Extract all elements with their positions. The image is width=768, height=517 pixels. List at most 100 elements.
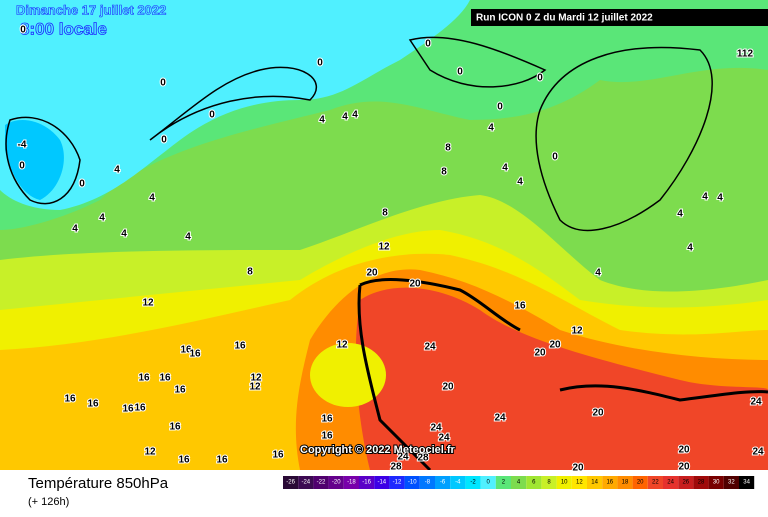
legend-label: 20 [637, 480, 644, 486]
legend-label: -16 [362, 480, 371, 486]
contour-label: 28 [390, 462, 402, 473]
contour-label: 16 [159, 373, 171, 384]
legend-swatch [693, 476, 709, 489]
legend-label: -12 [393, 480, 402, 486]
contour-label: 24 [397, 452, 409, 463]
coastline [5, 36, 713, 232]
contour-label: 20 [678, 462, 690, 473]
contour-label: 16 [272, 450, 284, 461]
contour-label: 0 [457, 67, 463, 78]
legend-label: 14 [591, 480, 598, 486]
legend-label: -24 [301, 480, 310, 486]
contour-label: 20 [366, 268, 378, 279]
time-title: 8:00 locale [20, 19, 107, 38]
contour-label: -4 [18, 140, 27, 151]
contour-label: 16 [169, 422, 181, 433]
legend-swatch [328, 476, 344, 489]
contour-label: 20 [534, 348, 546, 359]
contour-label: 4 [72, 224, 78, 235]
contour-label: 0 [425, 39, 431, 50]
contour-label: 12 [378, 242, 390, 253]
legend-swatch [419, 476, 435, 489]
contour-label: 4 [677, 209, 683, 220]
legend-label: 22 [652, 480, 659, 486]
contour-label: 12 [142, 298, 154, 309]
legend-swatch [571, 476, 587, 489]
contour-label: 0 [161, 135, 167, 146]
legend-swatch [283, 476, 299, 489]
contour-label: 0 [160, 78, 166, 89]
contour-label: 0 [20, 25, 26, 36]
field-minus4 [5, 120, 64, 200]
legend-label: -6 [440, 480, 446, 486]
legend-swatch [739, 476, 755, 489]
legend-label: 26 [682, 480, 689, 486]
legend-swatch [404, 476, 420, 489]
contour-label: 24 [438, 433, 450, 444]
legend-swatch [602, 476, 618, 489]
footer-lead: (+ 126h) [28, 496, 69, 508]
legend-label: -8 [425, 480, 431, 486]
contour-label: 20 [409, 279, 421, 290]
contour-label: 4 [149, 193, 155, 204]
legend-label: -22 [317, 480, 326, 486]
contour-label: 12 [571, 326, 583, 337]
legend-label: -14 [377, 480, 386, 486]
contour-label: 4 [595, 268, 601, 279]
legend-label: 24 [667, 480, 674, 486]
legend: -26 -24 -22 -20 -18 -16 -14 -12 -10 -8 -6 -4 -2 0 2 4 6 8… [283, 476, 755, 489]
contour-label: 4 [717, 193, 723, 204]
contour-label: 16 [321, 414, 333, 425]
legend-swatch [343, 476, 359, 489]
legend-label: 8 [547, 480, 551, 486]
contour-label: 24 [752, 447, 764, 458]
contour-label: 4 [352, 110, 358, 121]
legend-label: 32 [728, 480, 735, 486]
contour-label: 16 [138, 373, 150, 384]
contour-label: 4 [121, 229, 127, 240]
contour-label: 4 [114, 165, 120, 176]
contour-label: 8 [445, 143, 451, 154]
contour-label: 12 [336, 340, 348, 351]
contour-label: 24 [750, 397, 762, 408]
contour-label: 8 [382, 208, 388, 219]
contour-label: 16 [180, 345, 192, 356]
legend-swatch [708, 476, 724, 489]
contour-label: 16 [87, 399, 99, 410]
contour-label: 16 [234, 341, 246, 352]
contour-label: 20 [592, 408, 604, 419]
run-info: Run ICON 0 Z du Mardi 12 juillet 2022 [476, 13, 653, 24]
contour-label: 4 [488, 123, 494, 134]
field-24 [355, 287, 768, 470]
contour-label: 28 [417, 453, 429, 464]
legend-label: -4 [455, 480, 461, 486]
run-box [471, 9, 768, 26]
footer-title: Température 850hPa [28, 475, 169, 492]
contour-label: 20 [572, 463, 584, 474]
contour-label: 4 [702, 192, 708, 203]
legend-swatch [298, 476, 314, 489]
contour-label: 20 [442, 382, 454, 393]
contour-label: 0 [19, 161, 25, 172]
legend-swatch [647, 476, 663, 489]
legend-swatch [678, 476, 694, 489]
contour-label: 16 [178, 455, 190, 466]
contour-label: 16 [216, 455, 228, 466]
contour-label: 0 [209, 110, 215, 121]
legend-swatch [359, 476, 375, 489]
contour-label: 20 [678, 445, 690, 456]
legend-label: 30 [713, 480, 720, 486]
legend-swatch [389, 476, 405, 489]
contour-label: 0 [317, 58, 323, 69]
legend-swatch [511, 476, 527, 489]
legend-label: 28 [698, 480, 705, 486]
legend-swatch [617, 476, 633, 489]
contour-label: 24 [424, 342, 436, 353]
contour-label: 4 [99, 213, 105, 224]
contour-label: 12 [144, 447, 156, 458]
legend-swatch [526, 476, 542, 489]
legend-label: 10 [561, 480, 568, 486]
legend-swatch [435, 476, 451, 489]
